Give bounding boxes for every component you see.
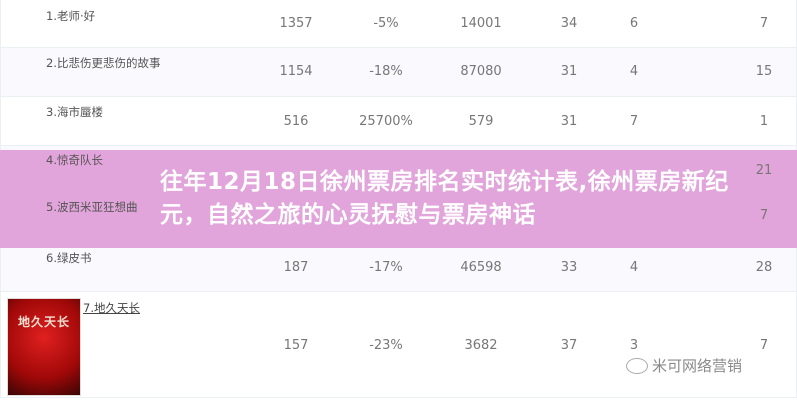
cell: 6: [629, 16, 639, 31]
cell: 157: [283, 338, 309, 353]
movie-title: 5.波西米亚狂想曲: [46, 200, 138, 214]
cell: -17%: [369, 260, 403, 275]
table-row: 地久天长 7.地久天长 157 -23% 3682 37 3 7: [1, 292, 796, 398]
cell: 187: [283, 260, 309, 275]
cell: 7: [759, 16, 769, 31]
wechat-icon: [626, 357, 648, 374]
cell: 7: [759, 338, 769, 353]
movie-title: 1.老师·好: [46, 9, 96, 23]
cell: 516: [283, 114, 309, 129]
cell: 33: [560, 260, 578, 275]
movie-poster[interactable]: 地久天长: [7, 298, 81, 396]
movie-title: 2.比悲伤更悲伤的故事: [46, 56, 161, 70]
cell: 4: [629, 64, 639, 79]
cell: 1357: [279, 16, 313, 31]
cell: -23%: [369, 338, 403, 353]
cell: 3: [629, 338, 639, 353]
cell: 579: [468, 114, 494, 129]
table-row: 3.海市蜃楼 516 25700% 579 31 7 1: [1, 97, 796, 146]
cell: 31: [560, 64, 578, 79]
cell: 21: [755, 163, 773, 178]
movie-title: 3.海市蜃楼: [46, 105, 103, 119]
cell: 14001: [460, 16, 502, 31]
table-row: 6.绿皮书 187 -17% 46598 33 4 28: [1, 248, 796, 292]
cell: 28: [755, 260, 773, 275]
movie-title: 6.绿皮书: [46, 251, 92, 265]
table-row: 2.比悲伤更悲伤的故事 1154 -18% 87080 31 4 15: [1, 48, 796, 97]
cell: 34: [560, 16, 578, 31]
cell: 4: [629, 260, 639, 275]
cell: 15: [755, 64, 773, 79]
cell: 46598: [460, 260, 502, 275]
cell: 7: [629, 114, 639, 129]
cell: 87080: [460, 64, 502, 79]
cell: 25700%: [359, 114, 413, 129]
cell: 7: [759, 208, 769, 223]
watermark-text: 米可网络营销: [652, 357, 743, 375]
watermark: 米可网络营销: [626, 355, 742, 376]
headline: 往年12月18日徐州票房排名实时统计表,徐州票房新纪元，自然之旅的心灵抚慰与票房…: [160, 169, 729, 228]
poster-title: 地久天长: [17, 315, 70, 329]
cell: 31: [560, 114, 578, 129]
cell: 1154: [279, 64, 313, 79]
table-row: 1.老师·好 1357 -5% 14001 34 6 7: [1, 0, 796, 48]
cell: -18%: [369, 64, 403, 79]
movie-title: 4.惊奇队长: [46, 153, 103, 167]
cell: 1: [759, 114, 769, 129]
cell: -5%: [373, 16, 399, 31]
cell: 37: [560, 338, 578, 353]
cell: 3682: [464, 338, 498, 353]
title-banner: [0, 150, 797, 248]
movie-title-link[interactable]: 7.地久天长: [83, 301, 140, 315]
